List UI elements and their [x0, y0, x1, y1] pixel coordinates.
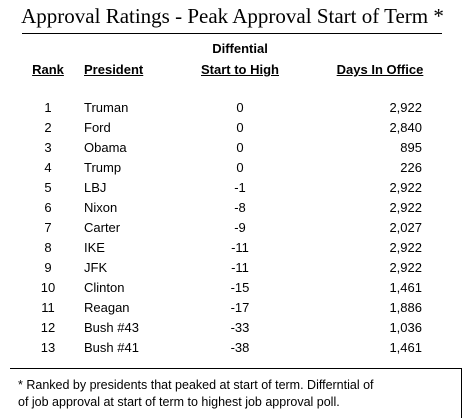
- table-cell-days: 2,027: [389, 220, 422, 235]
- table-cell-rank: 3: [44, 140, 52, 155]
- table-cell-rank: 1: [44, 100, 52, 115]
- header-days-in-office: Days In Office: [336, 62, 424, 77]
- table-cell-differential: -17: [230, 300, 250, 315]
- table-cell-differential: -8: [234, 200, 246, 215]
- table-cell-days: 2,922: [389, 240, 422, 255]
- table-cell-days: 2,922: [389, 180, 422, 195]
- table-cell-president: Bush #41: [84, 340, 139, 355]
- header-differential-line2: Start to High: [201, 62, 279, 77]
- table-cell-rank: 13: [40, 340, 56, 355]
- footnote-line-2: of job approval at start of term to high…: [18, 395, 340, 409]
- table-cell-differential: 0: [236, 100, 244, 115]
- table-cell-president: IKE: [84, 240, 105, 255]
- table-cell-president: Bush #43: [84, 320, 139, 335]
- footnote-box: * Ranked by presidents that peaked at st…: [10, 368, 462, 419]
- table-cell-differential: -15: [230, 280, 250, 295]
- title-divider: [22, 33, 442, 34]
- table-cell-days: 1,886: [389, 300, 422, 315]
- table-cell-differential: -33: [230, 320, 250, 335]
- table-cell-rank: 4: [44, 160, 52, 175]
- table-cell-president: Truman: [84, 100, 129, 115]
- table-cell-days: 2,922: [389, 260, 422, 275]
- table-cell-rank: 8: [44, 240, 52, 255]
- table-cell-rank: 12: [40, 320, 56, 335]
- table-cell-president: Clinton: [84, 280, 125, 295]
- table-cell-differential: 0: [236, 160, 244, 175]
- table-cell-differential: -11: [231, 240, 249, 255]
- table-cell-days: 1,461: [389, 340, 422, 355]
- header-differential-line1: Diffential: [212, 41, 268, 56]
- table-cell-days: 895: [400, 140, 422, 155]
- table-cell-president: LBJ: [84, 180, 107, 195]
- table-cell-president: Carter: [84, 220, 121, 235]
- table-cell-rank: 6: [44, 200, 52, 215]
- table-cell-differential: -9: [234, 220, 246, 235]
- table-cell-days: 2,922: [389, 200, 422, 215]
- table-cell-rank: 5: [44, 180, 52, 195]
- table-cell-differential: -11: [231, 260, 249, 275]
- header-president: President: [84, 62, 144, 77]
- footnote-line-1: * Ranked by presidents that peaked at st…: [18, 378, 374, 392]
- table-cell-days: 2,922: [389, 100, 422, 115]
- table-cell-days: 226: [400, 160, 422, 175]
- table-cell-days: 1,461: [389, 280, 422, 295]
- table-cell-rank: 9: [44, 260, 52, 275]
- table-cell-days: 2,840: [389, 120, 422, 135]
- table-cell-days: 1,036: [389, 320, 422, 335]
- table-cell-president: Nixon: [84, 200, 118, 215]
- table-cell-rank: 7: [44, 220, 52, 235]
- footnote-right-border: [461, 368, 462, 418]
- table-cell-president: Ford: [84, 120, 111, 135]
- table-cell-differential: 0: [236, 140, 244, 155]
- table-cell-president: Trump: [84, 160, 122, 175]
- table-cell-president: Reagan: [84, 300, 130, 315]
- header-rank: Rank: [32, 62, 64, 77]
- table-cell-rank: 11: [41, 300, 55, 315]
- table-cell-rank: 2: [44, 120, 52, 135]
- table-cell-differential: -38: [230, 340, 250, 355]
- table-cell-president: JFK: [84, 260, 108, 275]
- table-cell-differential: -1: [234, 180, 246, 195]
- page-title: Approval Ratings - Peak Approval Start o…: [21, 4, 444, 28]
- table-cell-rank: 10: [40, 280, 56, 295]
- table-cell-differential: 0: [236, 120, 244, 135]
- table-cell-president: Obama: [84, 140, 127, 155]
